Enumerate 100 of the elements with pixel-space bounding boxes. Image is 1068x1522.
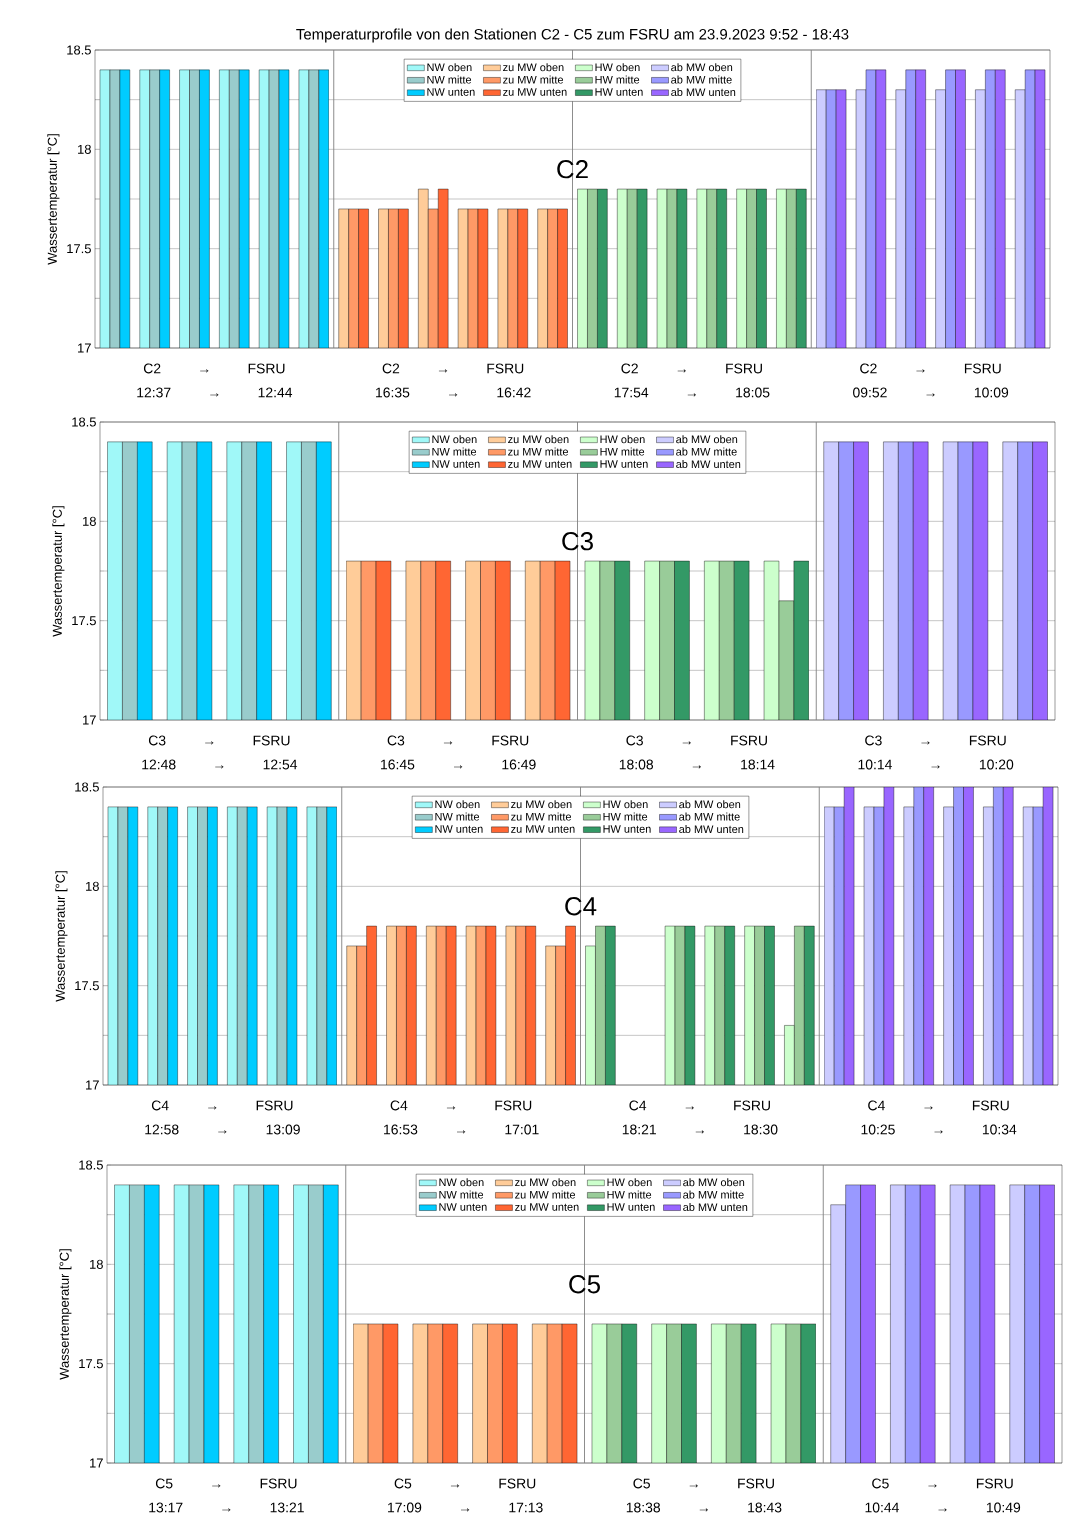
text: C4 → FSRU: [151, 1100, 293, 1111]
text: C4 → FSRU: [390, 1100, 532, 1111]
y-tick-label: 18.5: [79, 1160, 103, 1170]
legend-label: HW unten: [595, 88, 643, 96]
legend-label: NW mitte: [427, 75, 472, 84]
legend-label: HW mitte: [603, 812, 648, 821]
chart-title: Temperaturprofile von den Stationen C2 - C5 zum FSRU am 23.9.2023 9:52 - 18:43: [296, 28, 849, 43]
legend-label: zu MW oben: [511, 800, 572, 809]
legend-label: ab MW unten: [671, 87, 736, 97]
y-axis-title: Wassertemperatur [°C]: [52, 506, 65, 637]
text: 10:25 → 10:34: [861, 1124, 1017, 1135]
legend-label: NW unten: [432, 460, 480, 468]
y-tick-label: 17: [90, 1458, 103, 1468]
text: 17:09 → 17:13: [388, 1502, 543, 1513]
text: C2 → FSRU: [382, 363, 524, 374]
legend-label: zu MW mitte: [515, 1190, 576, 1199]
legend-label: ab MW mitte: [683, 1190, 744, 1199]
y-axis-title: Wassertemperatur [°C]: [47, 134, 60, 265]
text: C5 → FSRU: [872, 1478, 1013, 1489]
legend-label: zu MW mitte: [503, 75, 564, 84]
text: 09:52 → 10:09: [853, 387, 1009, 398]
text: C2 → FSRU: [143, 363, 285, 374]
legend-label: HW unten: [607, 1203, 655, 1211]
text: 10:14 → 10:20: [858, 759, 1014, 770]
y-tick-label: 18: [86, 881, 99, 891]
text: 12:37 → 12:44: [137, 387, 293, 398]
text: 18:21 → 18:30: [622, 1124, 778, 1135]
legend-label: ab MW mitte: [679, 812, 740, 821]
y-tick-label: 17.5: [75, 981, 99, 991]
legend-label: NW unten: [439, 1203, 487, 1211]
text: C4 → FSRU: [629, 1100, 770, 1111]
legend-label: ab MW oben: [671, 63, 733, 72]
annotation: C5: [569, 1275, 600, 1294]
annotation: C2: [557, 160, 588, 179]
y-tick-label: 17.5: [67, 244, 91, 254]
text: C5 → FSRU: [633, 1478, 774, 1489]
legend-label: HW oben: [595, 63, 640, 72]
legend-label: NW mitte: [439, 1190, 484, 1199]
legend-label: HW mitte: [595, 75, 640, 84]
text: 18:08 → 18:14: [619, 759, 775, 770]
legend-label: zu MW unten: [508, 460, 572, 468]
legend-label: HW oben: [600, 435, 645, 444]
legend-label: ab MW unten: [683, 1202, 748, 1212]
y-tick-label: 18.5: [67, 45, 91, 55]
text: C2 → FSRU: [621, 363, 762, 374]
y-tick-label: 18: [83, 516, 96, 526]
text: C2 → FSRU: [860, 363, 1001, 374]
legend-label: zu MW mitte: [508, 447, 569, 456]
y-tick-label: 18: [78, 144, 91, 154]
legend-label: zu MW oben: [515, 1178, 576, 1187]
text: 16:35 → 16:42: [376, 387, 531, 398]
text: 17:54 → 18:05: [614, 387, 770, 398]
text: C5 → FSRU: [155, 1478, 297, 1489]
legend-label: zu MW unten: [515, 1203, 579, 1211]
legend-label: HW mitte: [607, 1190, 652, 1199]
text: C3 → FSRU: [626, 735, 767, 746]
legend-label: zu MW unten: [511, 825, 575, 833]
legend-label: HW unten: [600, 460, 648, 468]
legend-label: NW oben: [432, 435, 477, 444]
y-tick-label: 18: [90, 1259, 103, 1269]
text: 12:58 → 13:09: [145, 1124, 300, 1135]
legend-label: zu MW unten: [503, 88, 567, 96]
y-axis-title: Wassertemperatur [°C]: [55, 871, 68, 1002]
legend-label: zu MW oben: [508, 435, 569, 444]
legend-label: zu MW mitte: [511, 812, 572, 821]
legend-label: HW oben: [607, 1178, 652, 1187]
legend-label: NW unten: [427, 88, 475, 96]
legend-label: HW oben: [603, 800, 648, 809]
legend-label: ab MW unten: [676, 459, 741, 469]
annotation: C4: [565, 897, 597, 916]
text: C4 → FSRU: [868, 1100, 1009, 1111]
y-axis-title: Wassertemperatur [°C]: [59, 1249, 72, 1380]
text: 13:17 → 13:21: [149, 1502, 304, 1513]
legend-label: NW oben: [435, 800, 480, 809]
text: C3 → FSRU: [865, 735, 1006, 746]
legend-label: ab MW unten: [679, 824, 744, 834]
legend-label: ab MW oben: [679, 800, 741, 809]
text: 16:45 → 16:49: [381, 759, 536, 770]
y-tick-label: 17: [86, 1080, 99, 1090]
legend-label: HW unten: [603, 825, 651, 833]
legend-label: ab MW oben: [676, 435, 738, 444]
legend-label: NW oben: [439, 1178, 484, 1187]
y-tick-label: 18.5: [72, 417, 96, 427]
legend-label: NW unten: [435, 825, 483, 833]
text: 12:48 → 12:54: [142, 759, 298, 770]
text: 16:53 → 17:01: [384, 1124, 539, 1135]
y-tick-label: 17.5: [79, 1359, 103, 1369]
text: 10:44 → 10:49: [865, 1502, 1021, 1513]
y-tick-label: 17: [83, 715, 96, 725]
legend-label: ab MW mitte: [676, 447, 737, 456]
text: C5 → FSRU: [394, 1478, 536, 1489]
legend-label: ab MW mitte: [671, 75, 732, 84]
text: C3 → FSRU: [387, 735, 529, 746]
y-tick-label: 18.5: [75, 782, 99, 792]
legend-label: zu MW oben: [503, 63, 564, 72]
y-tick-label: 17: [78, 343, 91, 353]
legend-label: HW mitte: [600, 447, 645, 456]
text: C3 → FSRU: [148, 735, 290, 746]
legend-label: ab MW oben: [683, 1178, 745, 1187]
annotation: C3: [562, 532, 593, 551]
